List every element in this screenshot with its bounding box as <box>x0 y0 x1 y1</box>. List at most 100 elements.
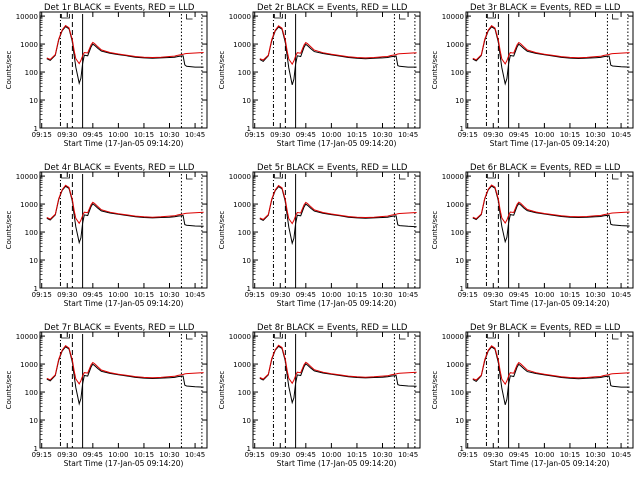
x-tick-label: 10:45 <box>398 131 418 139</box>
y-tick-label: 10000 <box>16 333 38 341</box>
x-tick-label: 09:15 <box>32 451 52 459</box>
x-tick-label: 10:45 <box>398 291 418 299</box>
series-line-events <box>259 185 417 246</box>
series-line-lld <box>472 25 630 65</box>
bracket-marker <box>487 334 496 339</box>
y-tick-label: 1 <box>34 125 38 133</box>
x-tick-label: 10:15 <box>347 131 367 139</box>
x-tick-label: 09:45 <box>83 451 103 459</box>
y-tick-label: 10000 <box>442 13 464 21</box>
panel-title: Det 5r BLACK = Events, RED = LLD <box>257 163 408 173</box>
panel-det-1: Det 1r BLACK = Events, RED = LLD 1 10 100 10… <box>5 3 208 148</box>
y-tick-label: 100 <box>25 69 38 77</box>
panel-title: Det 7r BLACK = Events, RED = LLD <box>44 323 195 333</box>
x-tick-label: 09:30 <box>270 131 290 139</box>
bracket-marker <box>61 14 70 19</box>
series-line-events <box>472 26 630 86</box>
x-tick-label: 10:45 <box>611 131 631 139</box>
plot-frame <box>39 331 208 449</box>
y-tick-label: 10000 <box>229 333 251 341</box>
x-axis-label: Start Time (17-Jan-05 09:14:20) <box>64 459 184 468</box>
y-tick-label: 1000 <box>20 201 38 209</box>
y-tick-label: 10000 <box>442 173 464 181</box>
x-tick-label: 09:15 <box>32 291 52 299</box>
plot-frame <box>252 331 421 449</box>
panel-det-5: Det 5r BLACK = Events, RED = LLD 1 10 100 10… <box>218 163 421 308</box>
x-tick-label: 09:45 <box>509 451 529 459</box>
panel-title: Det 4r BLACK = Events, RED = LLD <box>44 163 195 173</box>
y-tick-label: 1 <box>34 285 38 293</box>
y-tick-label: 10000 <box>229 13 251 21</box>
x-tick-label: 09:45 <box>509 291 529 299</box>
series-line-lld <box>46 345 204 385</box>
plot-frame <box>39 171 208 289</box>
bracket-marker <box>61 174 70 179</box>
x-tick-label: 10:15 <box>347 451 367 459</box>
y-axis-label: Counts/sec <box>431 211 439 250</box>
y-tick-label: 1000 <box>233 361 251 369</box>
x-tick-label: 10:15 <box>134 291 154 299</box>
bracket-marker <box>487 174 496 179</box>
x-tick-label: 09:45 <box>296 131 316 139</box>
x-tick-label: 09:30 <box>483 291 503 299</box>
x-tick-label: 10:30 <box>372 291 392 299</box>
x-tick-label: 09:45 <box>296 291 316 299</box>
x-tick-label: 10:30 <box>585 131 605 139</box>
x-tick-label: 09:30 <box>483 451 503 459</box>
x-axis-label: Start Time (17-Jan-05 09:14:20) <box>490 139 610 148</box>
plot-frame <box>465 11 634 129</box>
x-tick-label: 10:00 <box>534 291 554 299</box>
panel-title: Det 8r BLACK = Events, RED = LLD <box>257 323 408 333</box>
series-line-lld <box>472 345 630 386</box>
plot-frame <box>465 171 634 289</box>
y-tick-label: 100 <box>451 389 464 397</box>
x-tick-label: 09:45 <box>83 131 103 139</box>
x-tick-label: 10:15 <box>560 291 580 299</box>
x-tick-label: 10:30 <box>372 131 392 139</box>
y-tick-label: 1000 <box>446 201 464 209</box>
x-tick-label: 10:00 <box>108 291 128 299</box>
plot-frame <box>39 11 208 129</box>
y-tick-label: 10 <box>29 97 38 105</box>
y-tick-label: 10 <box>242 417 251 425</box>
x-axis-label: Start Time (17-Jan-05 09:14:20) <box>277 299 397 308</box>
x-tick-label: 09:30 <box>57 451 77 459</box>
y-tick-label: 100 <box>451 229 464 237</box>
series-line-events <box>259 26 417 85</box>
series-line-events <box>46 25 204 86</box>
series-line-lld <box>46 24 204 65</box>
series-line-lld <box>259 25 417 66</box>
series-line-events <box>46 346 204 406</box>
x-tick-label: 10:00 <box>108 451 128 459</box>
y-tick-label: 1 <box>247 125 251 133</box>
series-line-events <box>472 346 630 405</box>
y-tick-label: 10000 <box>442 333 464 341</box>
x-tick-label: 10:30 <box>585 291 605 299</box>
x-tick-label: 10:45 <box>185 291 205 299</box>
panel-title: Det 3r BLACK = Events, RED = LLD <box>470 3 621 13</box>
x-tick-label: 09:30 <box>57 131 77 139</box>
panel-det-7: Det 7r BLACK = Events, RED = LLD 1 10 100 10… <box>5 323 208 468</box>
corner-marker <box>186 14 193 20</box>
x-axis-label: Start Time (17-Jan-05 09:14:20) <box>64 299 184 308</box>
series-line-lld <box>472 184 630 224</box>
x-tick-label: 10:30 <box>159 131 179 139</box>
y-axis-label: Counts/sec <box>5 371 13 410</box>
series-line-events <box>259 345 417 405</box>
bracket-marker <box>274 14 283 19</box>
x-axis-label: Start Time (17-Jan-05 09:14:20) <box>277 459 397 468</box>
x-tick-label: 09:15 <box>458 131 478 139</box>
y-tick-label: 10 <box>242 257 251 265</box>
x-tick-label: 10:15 <box>560 451 580 459</box>
y-axis-label: Counts/sec <box>431 371 439 410</box>
y-tick-label: 100 <box>25 229 38 237</box>
corner-marker <box>612 334 619 340</box>
bracket-marker <box>274 334 283 339</box>
x-axis-label: Start Time (17-Jan-05 09:14:20) <box>64 139 184 148</box>
y-axis-label: Counts/sec <box>5 211 13 250</box>
x-tick-label: 10:15 <box>134 131 154 139</box>
y-tick-label: 1 <box>34 445 38 453</box>
corner-marker <box>186 334 193 340</box>
panel-title: Det 1r BLACK = Events, RED = LLD <box>44 3 195 13</box>
